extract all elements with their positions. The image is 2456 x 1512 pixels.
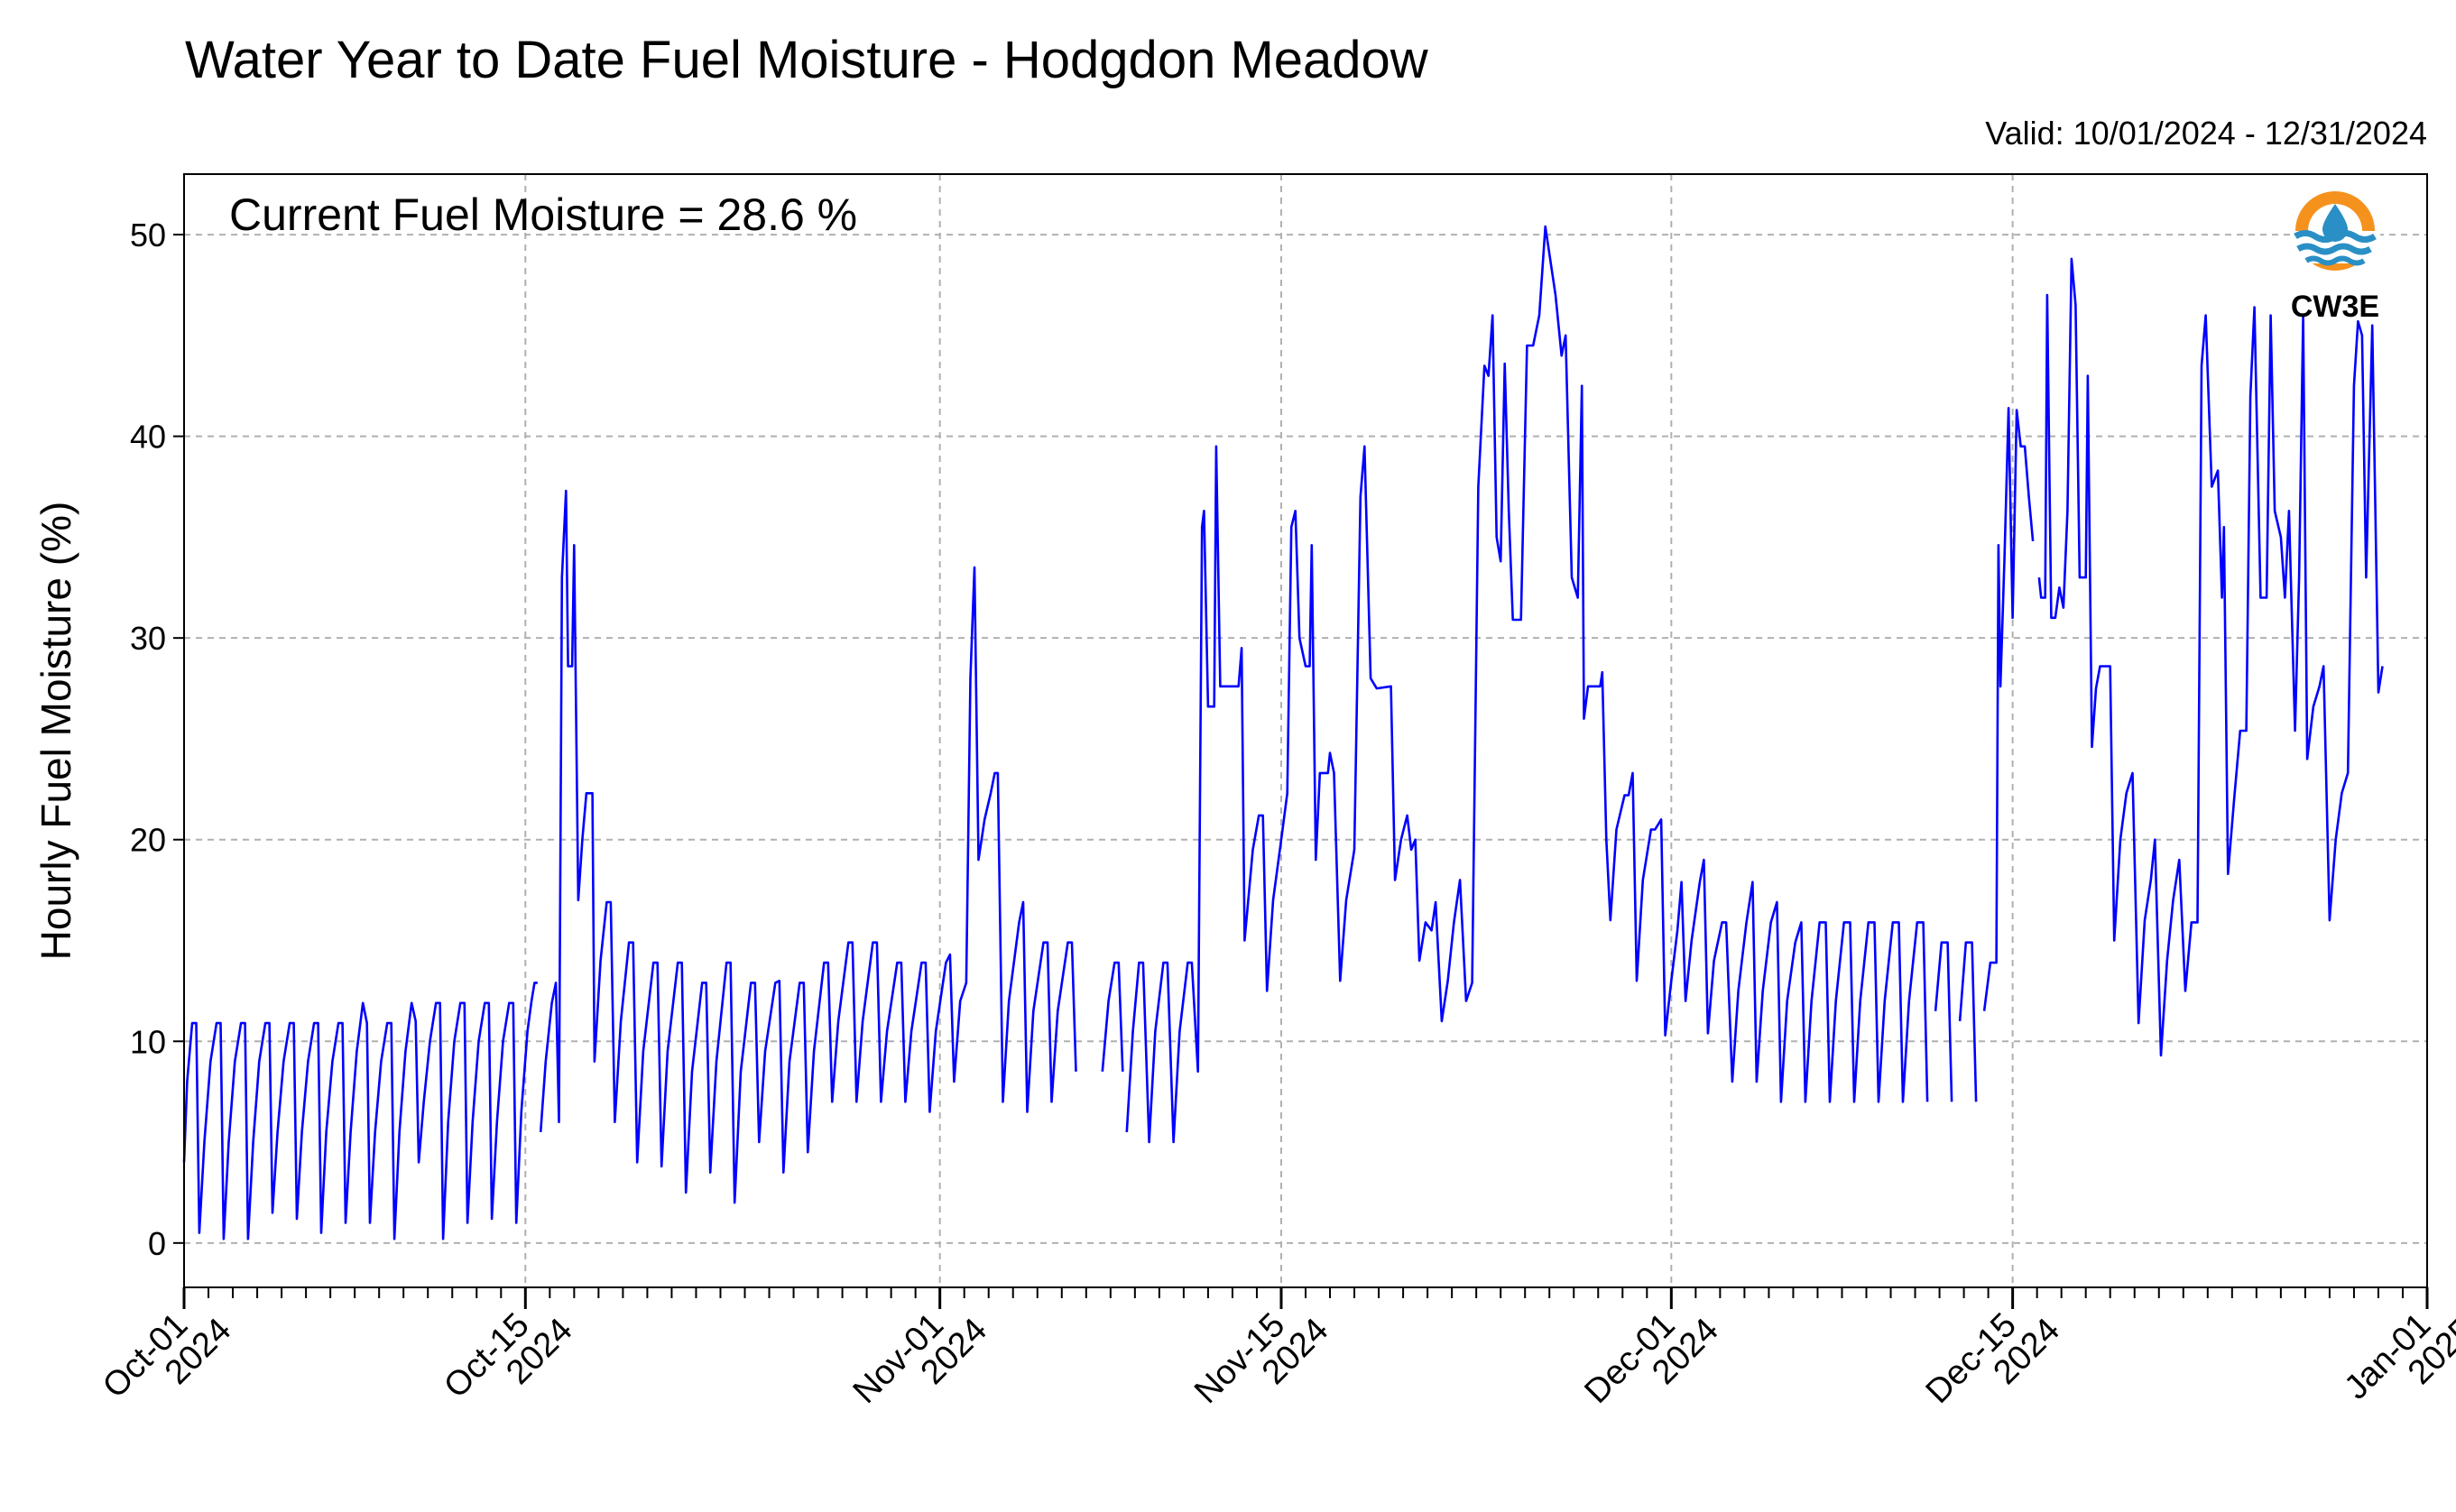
chart-title: Water Year to Date Fuel Moisture - Hodgd… [185,31,1429,89]
series-segment [1934,941,1953,1102]
logo-text: CW3E [2291,290,2379,324]
y-tick-label: 50 [130,217,166,254]
logo-wave-2 [2296,243,2372,255]
logo-wave-3 [2304,255,2366,266]
y-tick-label: 0 [148,1225,166,1262]
series-segment [1958,941,1978,1102]
series-line [182,225,2384,1240]
series-segment [2037,257,2384,1057]
y-tick-label: 40 [130,419,166,456]
cw3e-logo: CW3E [2290,191,2380,324]
series-segment [539,489,1077,1204]
y-axis-label: Hourly Fuel Moisture (%) [32,502,79,961]
series-segment [182,982,538,1240]
series-segment [1101,961,1124,1072]
y-axis-ticks: 0 10 20 30 40 50 [130,217,184,1262]
y-tick-label: 20 [130,822,166,859]
series-segment [1982,407,2035,1011]
chart-subtitle: Valid: 10/01/2024 - 12/31/2024 [1985,115,2427,152]
y-tick-label: 10 [130,1023,166,1060]
y-tick-label: 30 [130,620,166,657]
droplet-icon [2322,204,2348,242]
series-segment [1125,225,1929,1144]
current-moisture-annotation: Current Fuel Moisture = 28.6 % [229,189,857,240]
